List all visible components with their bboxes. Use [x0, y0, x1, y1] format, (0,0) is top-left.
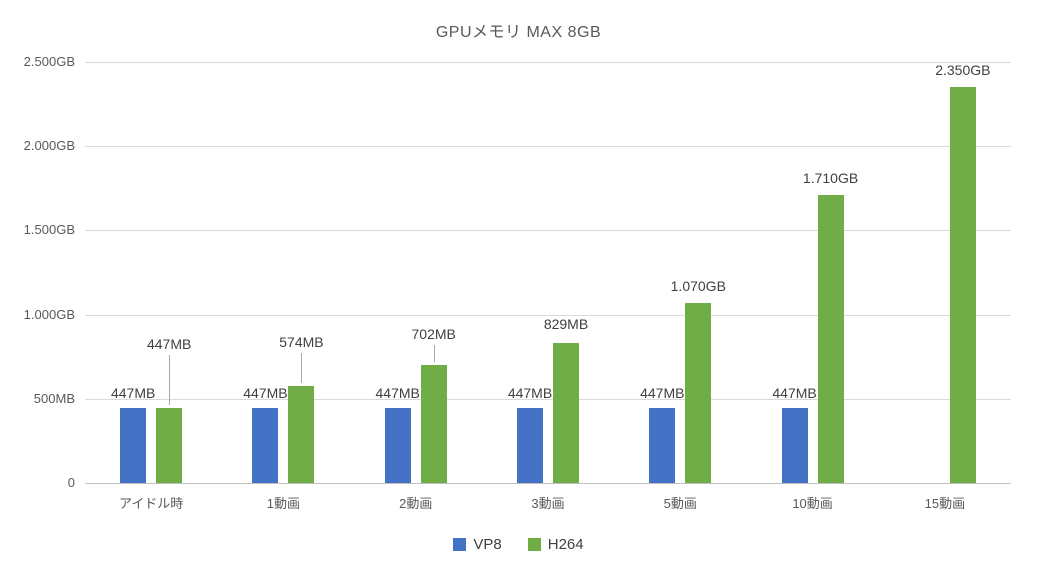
- legend: VP8 H264: [0, 536, 1037, 553]
- data-label: 447MB: [146, 335, 192, 352]
- x-axis-category-label: 10動画: [792, 496, 833, 511]
- y-axis-tick-label: 1.000GB: [23, 306, 75, 322]
- data-label: 447MB: [507, 384, 553, 401]
- data-label: 447MB: [375, 384, 420, 401]
- legend-label: H264: [547, 536, 584, 553]
- y-axis-tick-label: 500MB: [33, 390, 75, 406]
- bar-h264-15動画: [949, 87, 976, 483]
- leader-line: [433, 344, 435, 362]
- leader-line: [169, 354, 171, 405]
- data-label: 1.710GB: [802, 170, 859, 187]
- bar-vp8-10動画: [781, 407, 808, 483]
- bar-vp8-アイドル時: [120, 407, 147, 483]
- x-axis-category-label: 2動画: [399, 496, 433, 511]
- bar-h264-5動画: [685, 302, 712, 483]
- data-label: 447MB: [640, 384, 685, 401]
- bar-h264-1動画: [288, 386, 315, 483]
- y-axis-tick-label: 0: [67, 475, 75, 490]
- legend-swatch: [453, 538, 467, 551]
- gridline: [85, 314, 1011, 316]
- bar-h264-2動画: [420, 364, 447, 483]
- gridline: [85, 483, 1011, 484]
- chart-title: GPUメモリ MAX 8GB: [435, 24, 602, 41]
- bar-h264-アイドル時: [156, 407, 183, 483]
- data-label: 829MB: [543, 316, 589, 333]
- legend-item-vp8: VP8: [453, 536, 502, 553]
- data-label: 702MB: [411, 325, 456, 342]
- bar-vp8-2動画: [384, 407, 411, 483]
- bar-h264-10動画: [817, 195, 844, 483]
- gridline: [85, 62, 1011, 63]
- legend-label: VP8: [473, 536, 502, 553]
- legend-swatch: [527, 538, 541, 551]
- x-axis-category-label: 3動画: [531, 496, 565, 511]
- x-axis-category-label: 1動画: [266, 496, 301, 511]
- y-axis-tick-label: 1.500GB: [23, 222, 75, 238]
- x-axis-category-label: アイドル時: [118, 496, 184, 511]
- bar-vp8-3動画: [517, 407, 543, 483]
- data-label: 447MB: [772, 384, 817, 401]
- x-axis-category-label: 5動画: [663, 496, 697, 511]
- bar-h264-3動画: [553, 343, 579, 483]
- bar-vp8-5動画: [649, 407, 676, 483]
- data-label: 447MB: [110, 384, 156, 401]
- data-label: 1.070GB: [670, 277, 726, 294]
- x-axis-category-label: 15動画: [924, 496, 966, 511]
- gridline: [85, 398, 1011, 400]
- leader-line: [301, 353, 303, 384]
- gridline: [85, 146, 1011, 148]
- data-label: 574MB: [279, 334, 324, 351]
- y-axis-tick-label: 2.500GB: [23, 54, 75, 69]
- data-label: 447MB: [243, 384, 288, 401]
- legend-item-h264: H264: [527, 536, 584, 553]
- bar-vp8-1動画: [252, 407, 279, 483]
- y-axis-tick-label: 2.000GB: [23, 138, 75, 154]
- gridline: [85, 230, 1011, 232]
- data-label: 2.350GB: [935, 62, 991, 79]
